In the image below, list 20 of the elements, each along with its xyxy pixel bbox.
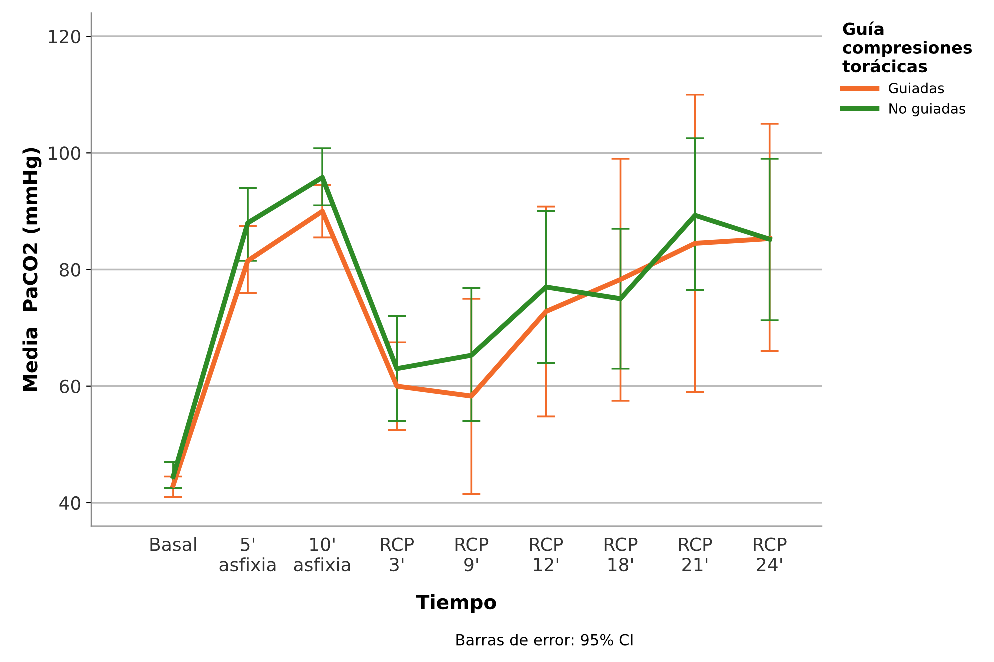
x-tick-label: RCP 18' <box>604 538 638 572</box>
y-tick-label: 60 <box>60 380 81 394</box>
x-tick-label: RCP 21' <box>680 538 712 572</box>
y-tick-label: 120 <box>49 30 81 44</box>
x-tick-label: RCP 24' <box>754 538 787 572</box>
x-axis-title: Tiempo <box>416 594 496 614</box>
x-tick-label: Basal <box>150 537 196 552</box>
legend-label: No guiadas <box>890 103 966 117</box>
x-tick-label: 5' asfixia <box>220 538 276 572</box>
text: Barras de error: 95% CI <box>456 634 633 646</box>
x-tick-label: 10' asfixia <box>294 538 350 572</box>
y-tick-label: 100 <box>49 146 81 160</box>
x-tick-label: RCP 12' <box>530 538 564 572</box>
y-tick-label: 80 <box>60 263 81 277</box>
x-tick-label: RCP 9' <box>456 538 489 572</box>
legend-title: Guía compresiones torácicas <box>842 22 972 73</box>
y-tick-label: 40 <box>60 496 81 510</box>
y-axis-title: Media PaCO2 (mmHg) <box>22 148 42 392</box>
x-tick-label: RCP 3' <box>381 538 414 572</box>
legend-label: Guiadas <box>889 82 944 94</box>
